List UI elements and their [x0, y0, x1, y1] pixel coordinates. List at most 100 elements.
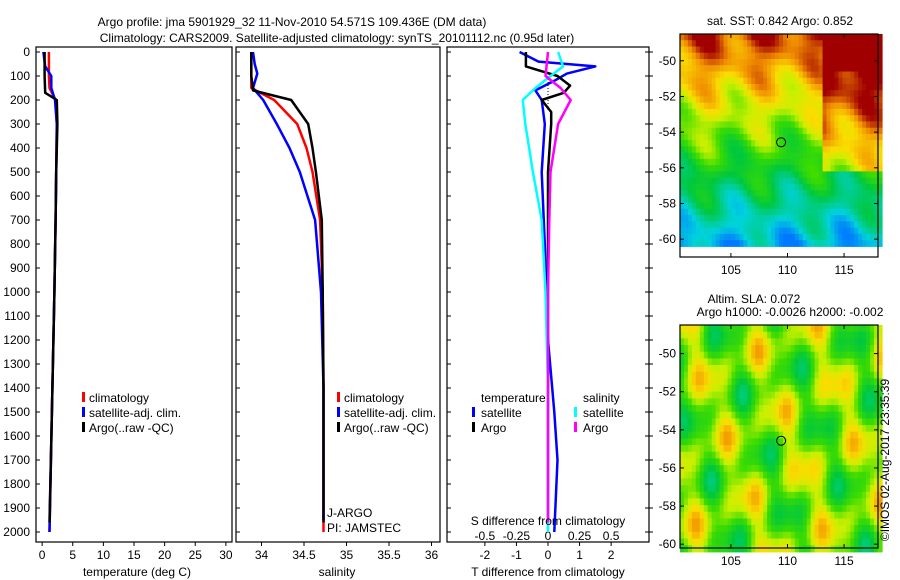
map-cell — [755, 215, 760, 222]
map-cell — [802, 127, 808, 135]
map-cell — [838, 77, 843, 85]
map-cell — [846, 208, 851, 216]
map-cell — [707, 525, 713, 533]
map-cell — [850, 451, 855, 459]
map-cell — [731, 221, 737, 229]
map-cell — [806, 345, 812, 353]
map-cell — [818, 84, 824, 91]
map-cell — [858, 438, 863, 446]
map-cell — [874, 127, 879, 135]
map-cell — [878, 358, 883, 366]
map-cell — [767, 215, 772, 222]
map-cell — [743, 65, 748, 72]
map-cell — [794, 445, 800, 453]
map-cell — [771, 121, 776, 129]
map-cell — [779, 146, 784, 154]
map-cell — [878, 331, 883, 339]
map-cell — [751, 127, 756, 135]
map-cell — [802, 208, 808, 216]
map-cell — [842, 358, 847, 366]
map-cell — [767, 46, 772, 54]
map-cell — [691, 365, 697, 373]
map-cell — [838, 358, 843, 366]
map-cell — [731, 202, 737, 210]
map-cell — [723, 65, 729, 72]
map-cell — [838, 152, 843, 160]
map-cell — [874, 108, 879, 116]
map-cell — [858, 325, 863, 333]
map-cell — [874, 140, 879, 147]
map-cell — [699, 385, 705, 393]
map-cell — [878, 471, 883, 480]
map-cell — [687, 77, 693, 85]
map-cell — [834, 445, 839, 453]
map-cell — [691, 485, 697, 493]
map-cell — [838, 165, 843, 172]
map-cell — [814, 538, 820, 546]
map-cell — [711, 52, 717, 60]
map-cell — [707, 391, 713, 399]
map-cell — [822, 233, 828, 241]
map-cell — [779, 491, 784, 500]
map-cell — [818, 378, 824, 386]
map-cell — [858, 411, 863, 419]
map-cell — [830, 96, 836, 104]
map-cell — [743, 208, 748, 216]
map-cell — [703, 358, 709, 366]
map-cell — [810, 108, 816, 116]
map-cell — [866, 431, 871, 439]
map-cell — [727, 545, 733, 553]
map-cell — [794, 171, 800, 179]
map-cell — [794, 331, 800, 339]
map-cell — [794, 202, 800, 210]
map-cell — [707, 177, 713, 185]
map-cell — [731, 445, 737, 453]
map-cell — [878, 96, 883, 104]
map-cell — [747, 196, 752, 204]
map-cell — [810, 34, 816, 41]
map-cell — [687, 34, 693, 41]
map-cell — [691, 405, 697, 413]
map-cell — [854, 183, 859, 191]
map-cell — [878, 365, 883, 373]
map-cell — [739, 445, 744, 453]
map-cell — [783, 84, 788, 91]
map-cell — [870, 425, 875, 433]
map-cell — [723, 331, 729, 339]
map-cell — [866, 518, 871, 526]
map-cell — [822, 351, 828, 359]
map-cell — [810, 451, 816, 459]
map-cell — [699, 425, 705, 433]
map-cell — [731, 458, 737, 466]
map-cell — [786, 405, 792, 413]
map-cell — [786, 351, 792, 359]
map-cell — [858, 391, 863, 399]
map-cell — [715, 90, 721, 97]
map-cell — [822, 40, 828, 47]
map-cell — [680, 90, 685, 97]
map-cell — [743, 418, 748, 426]
map-cell — [707, 65, 713, 72]
map-cell — [842, 411, 847, 419]
map-cell — [834, 183, 839, 191]
map-cell — [783, 325, 788, 333]
map-cell — [695, 108, 701, 116]
map-cell — [818, 338, 824, 346]
map-cell — [814, 52, 820, 60]
map-cell — [874, 34, 879, 41]
map-cell — [687, 46, 693, 54]
map-cell — [850, 431, 855, 439]
map-cell — [874, 445, 879, 453]
map-cell — [767, 133, 772, 141]
map-cell — [834, 325, 839, 333]
map-cell — [687, 183, 693, 191]
map-cell — [854, 190, 859, 197]
map-cell — [747, 34, 752, 41]
map-cell — [870, 227, 875, 235]
map-cell — [719, 505, 725, 513]
map-cell — [790, 505, 796, 513]
map-cell — [775, 90, 780, 97]
map-cell — [802, 46, 808, 54]
map-cell — [790, 405, 796, 413]
map-cell — [798, 471, 804, 480]
